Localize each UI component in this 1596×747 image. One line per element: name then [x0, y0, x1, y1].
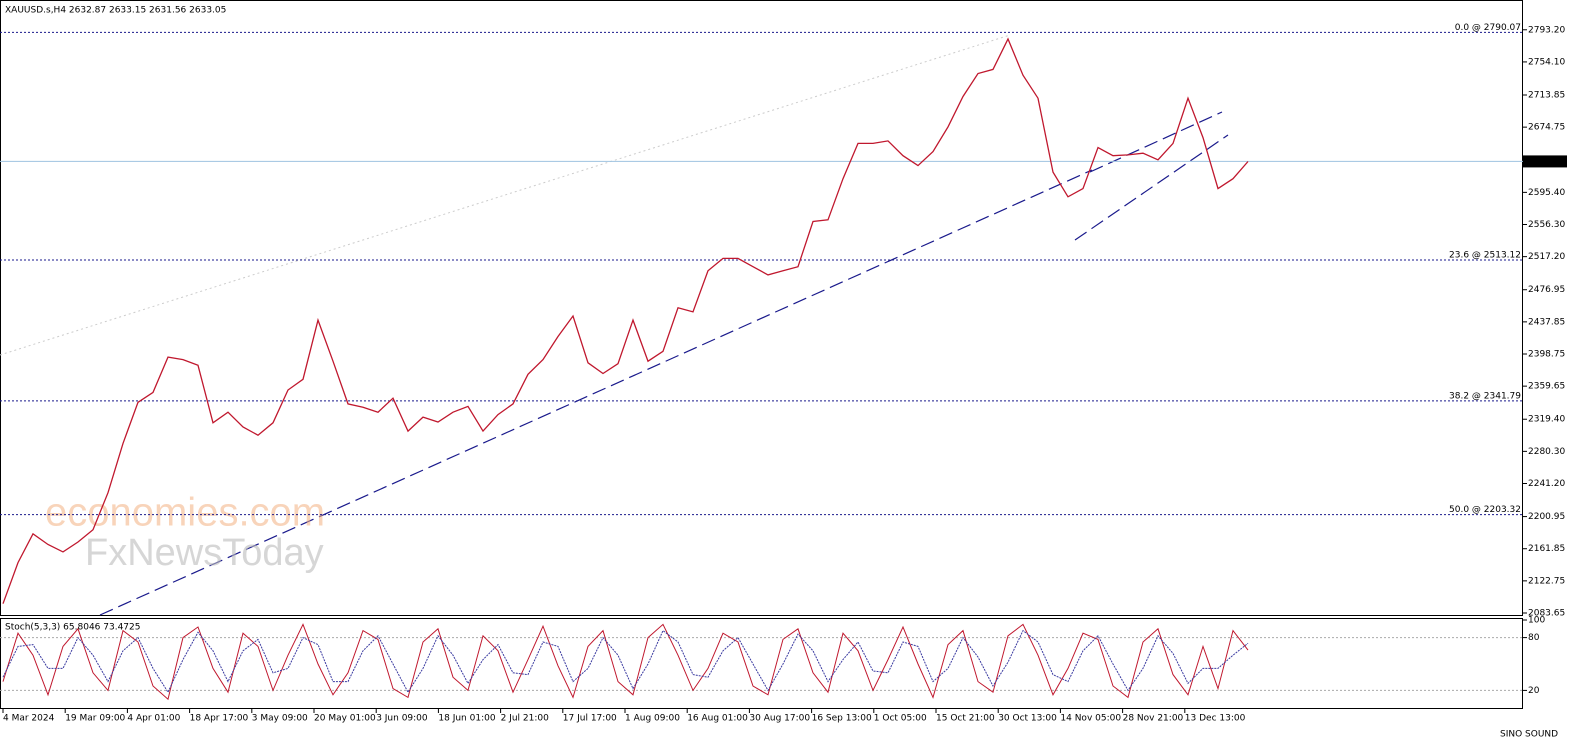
x-tick-label: 17 Jul 17:00 — [563, 714, 617, 724]
x-tick-label: 30 Aug 17:00 — [749, 714, 810, 724]
watermark: economies.com — [45, 491, 325, 535]
x-tick-label: 16 Aug 01:00 — [687, 714, 748, 724]
y-tick-label: 2241.20 — [1528, 479, 1565, 489]
indicator-tick-label: 20 — [1528, 686, 1540, 696]
indicator-frame — [0, 618, 1523, 709]
fib-label: 0.0 @ 2790.07 — [1455, 23, 1521, 33]
x-tick-label: 20 May 01:00 — [314, 714, 376, 724]
y-tick-label: 2280.30 — [1528, 447, 1565, 457]
fib-label: 50.0 @ 2203.32 — [1449, 505, 1521, 515]
y-tick-label: 2754.10 — [1528, 57, 1565, 67]
current-price-box — [1523, 155, 1567, 168]
fib-label: 38.2 @ 2341.79 — [1449, 391, 1521, 401]
current-price-label: 2633.05 — [1526, 157, 1563, 167]
trend-line — [1089, 111, 1223, 173]
chart-title: XAUUSD.s,H4 2632.87 2633.15 2631.56 2633… — [5, 6, 226, 16]
y-tick-label: 2122.75 — [1528, 576, 1565, 586]
x-tick-label: 4 Apr 01:00 — [127, 714, 180, 724]
x-tick-label: 3 Jun 09:00 — [376, 714, 428, 724]
y-tick-label: 2398.75 — [1528, 350, 1565, 360]
y-tick-label: 2556.30 — [1528, 220, 1565, 230]
x-tick-label: 13 Dec 13:00 — [1185, 714, 1246, 724]
x-tick-label: 1 Aug 09:00 — [625, 714, 680, 724]
y-tick-label: 2595.40 — [1528, 188, 1565, 198]
x-tick-label: 28 Nov 21:00 — [1123, 714, 1184, 724]
x-tick-label: 19 Mar 09:00 — [65, 714, 125, 724]
x-tick-label: 18 Apr 17:00 — [190, 714, 249, 724]
y-tick-label: 2674.75 — [1528, 123, 1565, 133]
stoch-line — [2, 623, 1249, 701]
y-tick-label: 2713.85 — [1528, 91, 1565, 101]
indicator-tick-label: 80 — [1528, 633, 1540, 643]
channel-line — [0, 34, 1011, 356]
x-tick-label: 3 May 09:00 — [252, 714, 308, 724]
y-tick-label: 2476.95 — [1528, 285, 1565, 295]
x-tick-label: 14 Nov 05:00 — [1060, 714, 1121, 724]
fib-label: 23.6 @ 2513.12 — [1449, 250, 1521, 260]
price-line — [2, 37, 1249, 604]
trend-line — [99, 169, 1093, 616]
x-tick-label: 18 Jun 01:00 — [438, 714, 495, 724]
trend-line — [1074, 134, 1229, 241]
stoch-line — [2, 629, 1249, 694]
y-tick-label: 2793.20 — [1528, 25, 1565, 35]
watermark: FxNewsToday — [85, 532, 324, 574]
y-tick-label: 2437.85 — [1528, 317, 1565, 327]
main-frame — [0, 0, 1523, 616]
indicator-label: Stoch(5,3,3) 65.8046 73.4725 — [5, 623, 140, 633]
y-tick-label: 2359.65 — [1528, 382, 1565, 392]
x-tick-label: 4 Mar 2024 — [3, 714, 55, 724]
logo: SINO SOUND — [1500, 730, 1558, 740]
x-tick-label: 1 Oct 05:00 — [874, 714, 927, 724]
y-tick-label: 2083.65 — [1528, 608, 1565, 618]
y-tick-label: 2517.20 — [1528, 252, 1565, 262]
y-tick-label: 2200.95 — [1528, 512, 1565, 522]
x-tick-label: 30 Oct 13:00 — [998, 714, 1057, 724]
x-tick-label: 15 Oct 21:00 — [936, 714, 995, 724]
x-tick-label: 16 Sep 13:00 — [812, 714, 872, 724]
x-tick-label: 2 Jul 21:00 — [501, 714, 550, 724]
y-tick-label: 2161.85 — [1528, 544, 1565, 554]
indicator-tick-label: 100 — [1528, 616, 1545, 626]
y-tick-label: 2319.40 — [1528, 415, 1565, 425]
